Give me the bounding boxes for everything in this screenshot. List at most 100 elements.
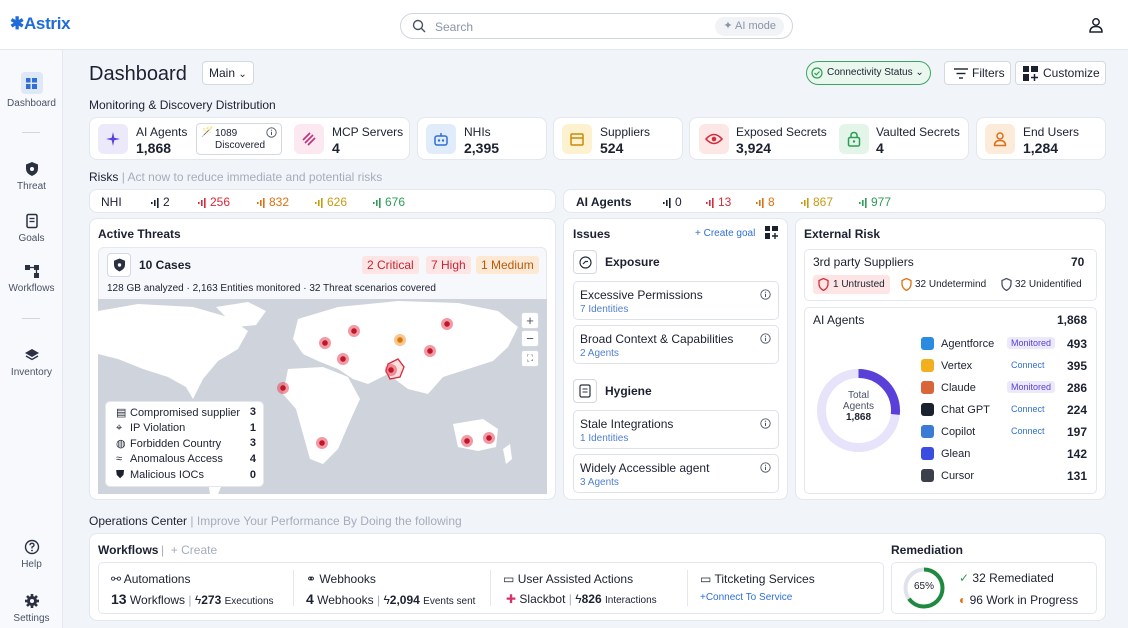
threat-marker[interactable] bbox=[461, 435, 473, 447]
world-map[interactable] bbox=[98, 299, 547, 494]
issue-card[interactable]: Broad Context & Capabilities 2 Agents bbox=[573, 325, 779, 364]
ai-mode-button[interactable]: ✦ AI mode bbox=[715, 17, 784, 36]
recenter-button[interactable]: ⛶ bbox=[521, 350, 539, 367]
suppliers-panel[interactable] bbox=[804, 249, 1097, 301]
agent-status-badge[interactable]: Monitored bbox=[1007, 337, 1056, 349]
mcp-label: MCP Servers bbox=[332, 125, 404, 139]
risk-level-count[interactable]: 676 bbox=[370, 195, 405, 209]
agent-status-badge[interactable]: Monitored bbox=[1007, 381, 1056, 393]
ai-agent-row[interactable]: Agentforce Monitored 493 bbox=[921, 336, 1087, 352]
threat-marker[interactable] bbox=[316, 437, 328, 449]
threat-legend-row[interactable]: ≈ Anomalous Access 4 bbox=[116, 453, 256, 465]
agent-name: Cursor bbox=[941, 470, 975, 482]
grid-add-icon[interactable] bbox=[765, 226, 778, 239]
sidebar-item-inventory[interactable]: Inventory bbox=[0, 347, 63, 378]
webhooks-item[interactable]: ⚭ Webhooks bbox=[306, 572, 376, 586]
check-circle-icon: ✓ bbox=[959, 571, 970, 585]
ai-risk-bar[interactable] bbox=[563, 189, 1106, 213]
ai-agent-row[interactable]: Copilot Connect 197 bbox=[921, 424, 1087, 440]
sidebar-item-goals[interactable]: Goals bbox=[0, 213, 63, 244]
executions-label: Executions bbox=[224, 596, 274, 607]
ai-agent-row[interactable]: Chat GPT Connect 224 bbox=[921, 402, 1087, 418]
risk-level-count[interactable]: 2 bbox=[148, 195, 170, 209]
ai-agent-row[interactable]: Claude Monitored 286 bbox=[921, 380, 1087, 396]
medium-badge[interactable]: 1 Medium bbox=[476, 256, 539, 274]
info-icon[interactable] bbox=[760, 462, 771, 473]
threat-marker[interactable] bbox=[319, 337, 331, 349]
info-icon[interactable] bbox=[760, 418, 771, 429]
user-actions-item[interactable]: ▭ User Assisted Actions bbox=[503, 572, 633, 586]
connect-service-link[interactable]: +Connect To Service bbox=[700, 592, 793, 603]
threat-marker[interactable] bbox=[348, 325, 360, 337]
agent-status-badge[interactable]: Connect bbox=[1011, 426, 1045, 436]
automations-item[interactable]: ⚯ Automations bbox=[111, 572, 190, 586]
untrusted-badge[interactable]: 1 Untrusted bbox=[813, 275, 890, 294]
issue-subtitle: 2 Agents bbox=[580, 348, 619, 359]
info-icon[interactable] bbox=[760, 333, 771, 344]
zoom-in-button[interactable]: + bbox=[521, 312, 539, 329]
threat-marker[interactable] bbox=[385, 364, 397, 376]
risk-level-count[interactable]: 256 bbox=[195, 195, 230, 209]
risk-level-count[interactable]: 832 bbox=[254, 195, 289, 209]
threat-legend-row[interactable]: ◍ Forbidden Country 3 bbox=[116, 437, 256, 450]
threat-marker[interactable] bbox=[424, 345, 436, 357]
filter-icon bbox=[954, 68, 968, 79]
threat-marker[interactable] bbox=[337, 353, 349, 365]
search-bar[interactable]: Search ✦ AI mode bbox=[400, 13, 793, 39]
issue-card[interactable]: Stale Integrations 1 Identities bbox=[573, 410, 779, 449]
astrix-logo[interactable]: ✱Astrix bbox=[10, 14, 71, 33]
ai-agent-row[interactable]: Vertex Connect 395 bbox=[921, 358, 1087, 374]
create-goal-link[interactable]: + Create goal bbox=[695, 228, 756, 239]
remediation-panel[interactable] bbox=[891, 562, 1097, 614]
ai-agent-row[interactable]: Cursor 131 bbox=[921, 468, 1087, 484]
create-workflow-link[interactable]: | + Create bbox=[161, 543, 217, 557]
risk-level-count[interactable]: 8 bbox=[753, 195, 775, 209]
customize-button[interactable]: Customize bbox=[1015, 61, 1106, 85]
filters-button[interactable]: Filters bbox=[944, 61, 1011, 85]
threat-marker[interactable] bbox=[441, 318, 453, 330]
unidentified-badge[interactable]: 32 Unidentified bbox=[999, 275, 1082, 294]
sidebar-label-settings: Settings bbox=[13, 613, 50, 624]
donut-label-line2: Agents bbox=[842, 401, 875, 412]
threat-legend-row[interactable]: ⌖ IP Violation 1 bbox=[116, 422, 256, 435]
secrets-tile[interactable] bbox=[689, 117, 969, 160]
connectivity-status-button[interactable]: Connectivity Status ⌄ bbox=[806, 61, 931, 85]
ticketing-item[interactable]: ▭ Titcketing Services bbox=[700, 572, 815, 586]
threat-marker[interactable] bbox=[394, 334, 406, 346]
issue-card[interactable]: Widely Accessible agent 3 Agents bbox=[573, 454, 779, 493]
executions-count: 273 bbox=[201, 593, 222, 607]
suppliers-count: 70 bbox=[1071, 255, 1085, 269]
ai-agent-row[interactable]: Glean 142 bbox=[921, 446, 1087, 462]
risk-level-count[interactable]: 626 bbox=[312, 195, 347, 209]
risk-level-count[interactable]: 13 bbox=[703, 195, 731, 209]
info-icon[interactable] bbox=[760, 289, 771, 300]
undetermind-badge[interactable]: 32 Undetermind bbox=[899, 275, 986, 294]
issue-card[interactable]: Excessive Permissions 7 Identities bbox=[573, 281, 779, 320]
sidebar-item-dashboard[interactable]: Dashboard bbox=[0, 72, 63, 109]
threat-legend-row[interactable]: ⛊ Malicious IOCs 0 bbox=[116, 469, 256, 482]
legend-value: 0 bbox=[249, 468, 256, 481]
nhi-risk-label: NHI bbox=[101, 195, 122, 209]
discovered-badge[interactable]: 🪄 1089 Discovered bbox=[196, 123, 282, 155]
critical-badge[interactable]: 2 Critical bbox=[362, 256, 419, 274]
sidebar-item-threat[interactable]: Threat bbox=[0, 161, 63, 192]
user-icon[interactable] bbox=[1088, 17, 1104, 33]
threat-marker[interactable] bbox=[483, 432, 495, 444]
view-select[interactable]: Main ⌄ bbox=[202, 61, 254, 85]
agent-status-badge[interactable]: Connect bbox=[1011, 360, 1045, 370]
legend-label: Forbidden Country bbox=[130, 438, 222, 451]
sidebar-item-settings[interactable]: Settings bbox=[0, 593, 63, 624]
sidebar-item-workflows[interactable]: Workflows bbox=[0, 263, 63, 294]
risk-level-count[interactable]: 867 bbox=[798, 195, 833, 209]
agents-donut[interactable] bbox=[814, 366, 903, 455]
high-badge[interactable]: 7 High bbox=[426, 256, 471, 274]
agent-status-badge[interactable]: Connect bbox=[1011, 404, 1045, 414]
sidebar-item-help[interactable]: Help bbox=[0, 539, 63, 570]
events-label: Events sent bbox=[423, 596, 476, 607]
threat-marker[interactable] bbox=[277, 382, 289, 394]
threat-legend-row[interactable]: ▤ Compromised supplier 3 bbox=[116, 406, 256, 419]
webhooks-count-label: Webhooks bbox=[317, 593, 374, 607]
risk-level-count[interactable]: 0 bbox=[660, 195, 682, 209]
zoom-out-button[interactable]: − bbox=[521, 330, 539, 347]
risk-level-count[interactable]: 977 bbox=[856, 195, 891, 209]
